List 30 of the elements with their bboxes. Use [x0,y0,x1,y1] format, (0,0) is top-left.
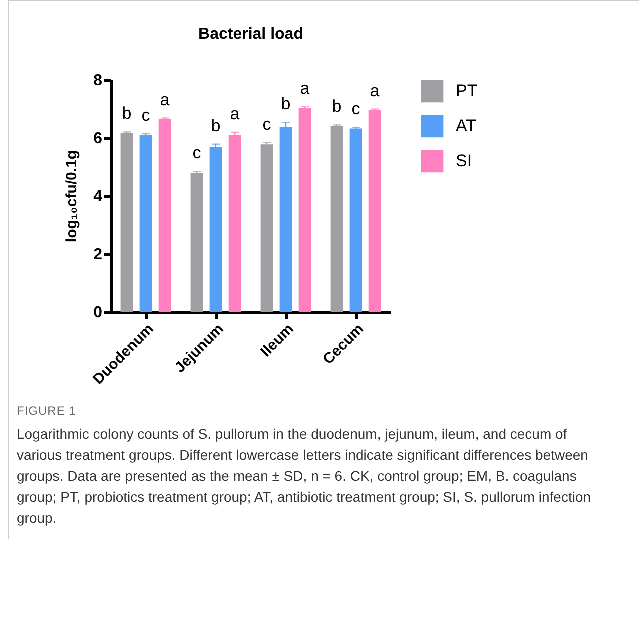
data-label: c [142,106,151,125]
caption: FIGURE 1 [17,404,78,418]
data-label: c [262,114,272,134]
bar [210,147,222,312]
data-label: a [230,104,240,124]
legend-label: SI [456,152,472,170]
bar [120,133,134,312]
y-tick-label: 6 [94,130,103,148]
legend-label: AT [456,116,476,136]
bar [280,126,292,312]
data-label: c [192,144,202,163]
y-tick-label: 0 [94,304,103,322]
chart-title: Bacterial load [198,26,304,43]
bar [368,110,382,312]
y-tick-label: 8 [94,72,103,90]
bar [330,126,344,312]
data-label: c [352,100,361,119]
data-label: a [300,78,310,98]
y-axis-title: log₁₀cfu/0.1g [64,150,81,243]
data-label: b [211,116,221,136]
text: Logarithmic colony counts of S. pullorum in the duodenum, jejunum, ileum, and cecum of various treatment groups. Different lowercase letters indicate significant differences between groups. Data are presented as the mean ± SD, n = 6. CK, control group; EM, B. coagulans group; PT, probiotics treatment group; AT, antibiotic treatment group; SI, S. pullorum infection group. [17,425,592,528]
bar [158,119,172,312]
data-label: a [160,90,170,110]
legend-label: PT [456,82,478,100]
data-label: b [122,104,132,124]
data-label: b [281,94,291,114]
y-tick-label: 2 [94,246,103,264]
data-label: a [370,81,380,100]
data-label: b [332,97,342,116]
y-tick-label: 4 [94,188,103,206]
